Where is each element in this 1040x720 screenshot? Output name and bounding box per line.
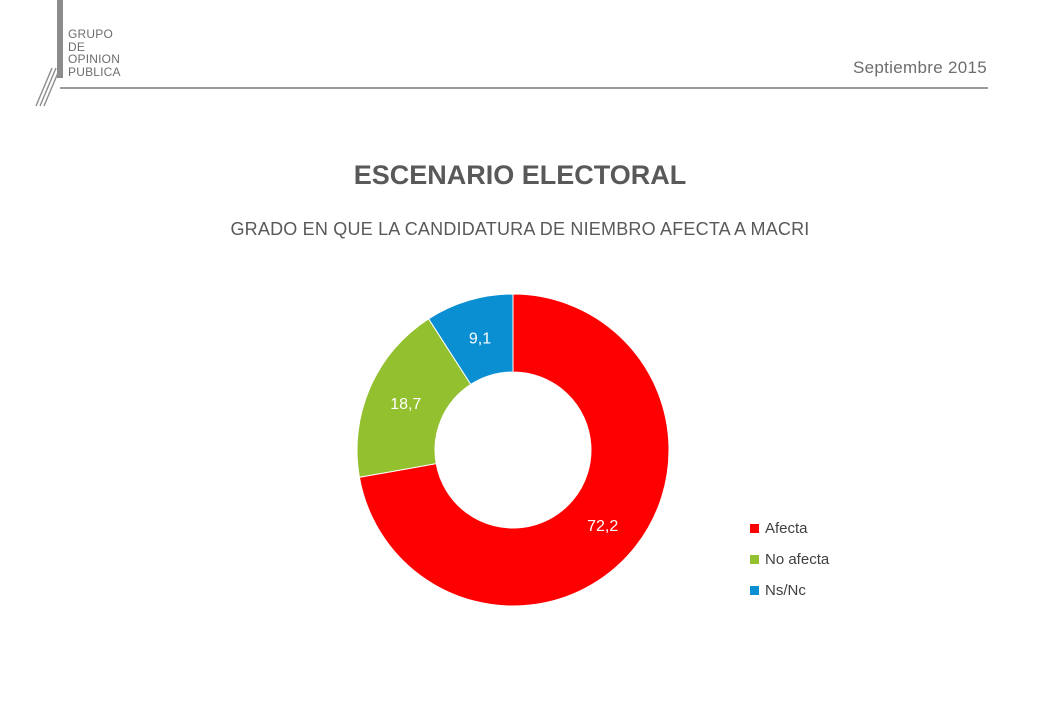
logo-bar bbox=[57, 0, 63, 78]
legend-item: No afecta bbox=[750, 544, 829, 575]
donut-slice-ns-nc bbox=[427, 293, 514, 386]
header-divider bbox=[60, 87, 988, 89]
donut-slice-afecta bbox=[358, 293, 670, 607]
logo: GRUPO DE OPINION PUBLICA bbox=[30, 0, 170, 110]
data-label: 72,2 bbox=[587, 518, 618, 535]
page-title: ESCENARIO ELECTORAL bbox=[353, 160, 687, 190]
logo-stripes-icon bbox=[35, 67, 61, 107]
logo-line: DE bbox=[68, 39, 86, 54]
logo-text: GRUPO DE OPINION PUBLICA bbox=[68, 28, 121, 78]
legend-label: Ns/Nc bbox=[765, 582, 806, 599]
data-label: 9,1 bbox=[469, 331, 491, 348]
legend-item: Ns/Nc bbox=[750, 575, 829, 606]
chart-subtitle: GRADO EN QUE LA CANDIDATURA DE NIEMBRO A… bbox=[230, 219, 810, 239]
legend-label: Afecta bbox=[765, 520, 808, 537]
legend-swatch bbox=[750, 524, 759, 533]
legend-swatch bbox=[750, 586, 759, 595]
donut-labels: 72,2 18,7 9,1 bbox=[390, 331, 618, 535]
donut-slices bbox=[356, 293, 670, 607]
logo-line: GRUPO bbox=[68, 27, 114, 41]
logo-line: PUBLICA bbox=[68, 64, 121, 79]
donut-slice-no-afecta bbox=[356, 318, 472, 478]
legend-label: No afecta bbox=[765, 551, 830, 568]
logo-line: OPINION bbox=[68, 52, 121, 66]
chart-legend: Afecta No afecta Ns/Nc bbox=[750, 513, 829, 606]
data-label: 18,7 bbox=[390, 396, 421, 413]
report-date: Septiembre 2015 bbox=[853, 58, 987, 77]
legend-swatch bbox=[750, 555, 759, 564]
legend-item: Afecta bbox=[750, 513, 829, 544]
